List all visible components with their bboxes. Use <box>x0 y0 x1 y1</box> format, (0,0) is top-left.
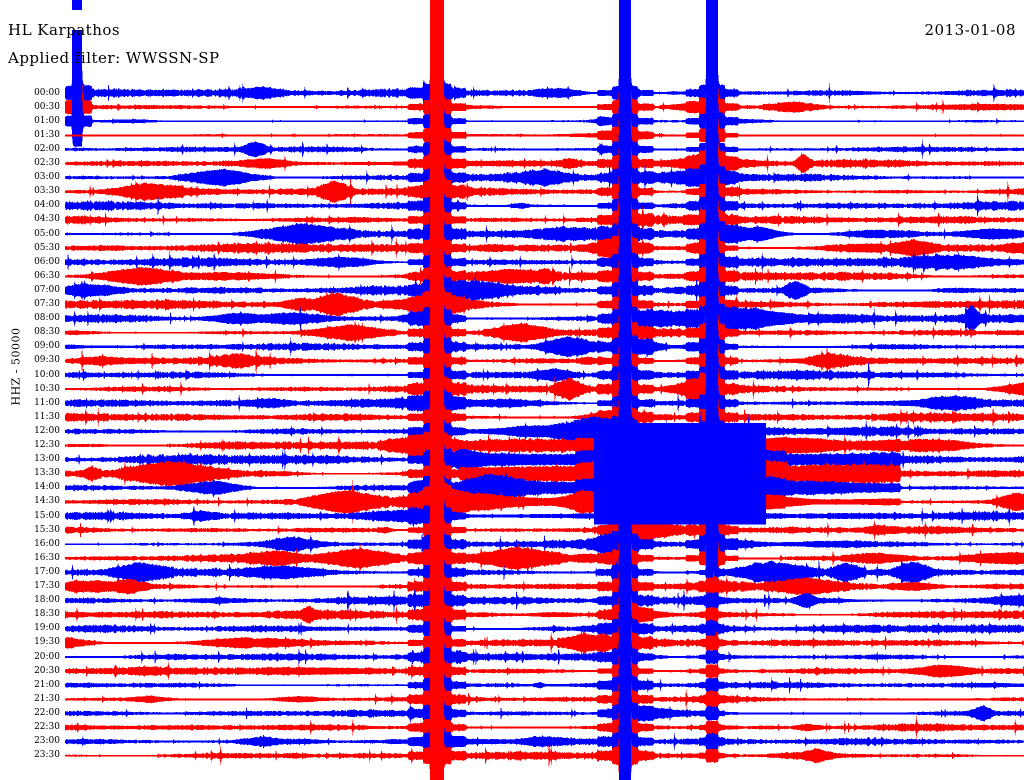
time-axis: 00:00 00:30 01:00 01:30 02:00 02:30 03:00 03:30… <box>0 0 64 780</box>
time-tick-0830: 08:30 <box>34 327 60 338</box>
date-label: 2013-01-08 <box>924 21 1016 39</box>
time-tick-0300: 03:00 <box>34 172 60 183</box>
time-tick-0530: 05:30 <box>34 242 60 253</box>
time-tick-2300: 23:00 <box>34 736 60 747</box>
time-tick-2230: 22:30 <box>34 722 60 732</box>
time-tick-0730: 07:30 <box>34 299 60 309</box>
time-tick-0630: 06:30 <box>34 270 60 281</box>
date-backdrop <box>905 10 1024 30</box>
time-tick-1230: 12:30 <box>34 440 60 450</box>
time-tick-1930: 19:30 <box>34 637 60 648</box>
time-tick-0430: 04:30 <box>34 214 60 225</box>
time-tick-1100: 11:00 <box>34 397 60 408</box>
time-tick-1130: 11:30 <box>34 411 60 422</box>
time-tick-1430: 14:30 <box>34 496 60 507</box>
time-tick-2200: 22:00 <box>34 707 60 718</box>
time-tick-1500: 15:00 <box>34 510 60 521</box>
time-tick-0030: 00:30 <box>34 101 60 112</box>
time-tick-0900: 09:00 <box>34 341 60 352</box>
time-tick-1530: 15:30 <box>34 524 60 535</box>
time-tick-0700: 07:00 <box>34 284 60 295</box>
time-tick-1700: 17:00 <box>34 566 60 577</box>
time-tick-2000: 20:00 <box>34 651 60 662</box>
station-title: HL Karpathos <box>8 21 121 39</box>
time-tick-0800: 08:00 <box>34 313 60 324</box>
time-tick-0200: 02:00 <box>34 143 60 154</box>
time-tick-2100: 21:00 <box>34 679 60 690</box>
time-tick-1800: 18:00 <box>34 595 60 606</box>
time-tick-2330: 23:30 <box>34 750 60 761</box>
time-tick-1330: 13:30 <box>34 468 60 479</box>
time-tick-1830: 18:30 <box>34 609 60 620</box>
axis-gutter <box>0 0 65 780</box>
time-tick-0400: 04:00 <box>34 200 60 211</box>
filter-backdrop <box>0 40 72 60</box>
time-tick-0230: 02:30 <box>34 158 60 168</box>
time-tick-1900: 19:00 <box>34 623 60 634</box>
time-tick-0930: 09:30 <box>34 355 60 366</box>
time-tick-1000: 10:00 <box>34 369 60 380</box>
time-tick-0130: 01:30 <box>34 129 60 140</box>
time-tick-0000: 00:00 <box>34 87 60 98</box>
title-backdrop <box>0 10 200 30</box>
time-tick-0500: 05:00 <box>34 228 60 239</box>
time-tick-0330: 03:30 <box>34 186 60 197</box>
seismogram-plot <box>65 0 1024 780</box>
time-tick-2030: 20:30 <box>34 665 60 676</box>
filter-label: Applied filter: WWSSN-SP <box>8 49 220 67</box>
time-tick-1630: 16:30 <box>34 552 60 563</box>
time-tick-1600: 16:00 <box>34 538 60 549</box>
time-tick-1730: 17:30 <box>34 581 60 591</box>
time-tick-0600: 06:00 <box>34 256 60 267</box>
time-tick-0100: 01:00 <box>34 115 60 126</box>
time-tick-1200: 12:00 <box>34 425 60 436</box>
time-tick-1300: 13:00 <box>34 454 60 465</box>
time-tick-2130: 21:30 <box>34 693 60 704</box>
time-tick-1030: 10:30 <box>34 383 60 394</box>
time-tick-1400: 14:00 <box>34 482 60 493</box>
